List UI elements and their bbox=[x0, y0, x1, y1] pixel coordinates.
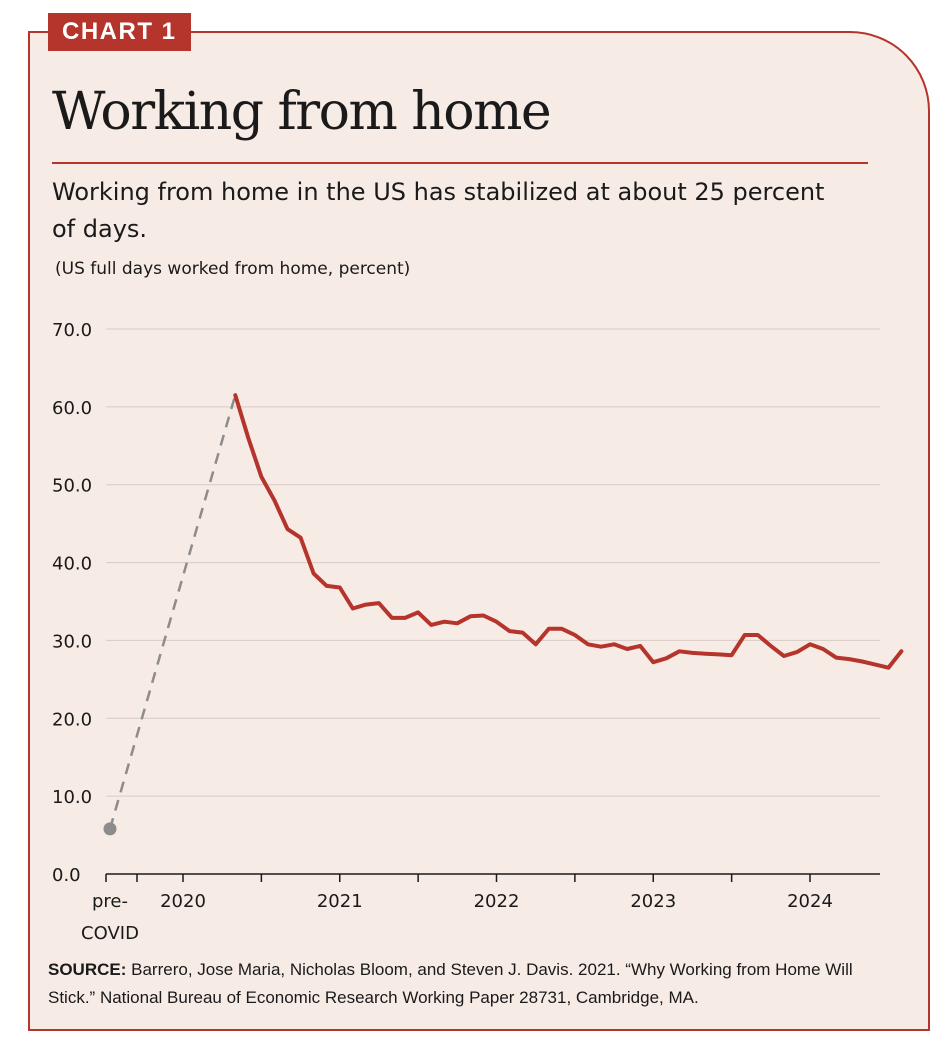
pre-covid-point bbox=[103, 822, 117, 836]
source-text: Barrero, Jose Maria, Nicholas Bloom, and… bbox=[48, 960, 853, 1007]
y-tick-label: 20.0 bbox=[52, 709, 92, 730]
chart-subtitle: Working from home in the US has stabiliz… bbox=[52, 178, 825, 243]
y-tick-label: 10.0 bbox=[52, 787, 92, 808]
chart-panel bbox=[28, 31, 930, 1031]
y-tick-label: 50.0 bbox=[52, 476, 92, 497]
x-tick-label: 2023 bbox=[630, 891, 676, 912]
x-tick-label: COVID bbox=[81, 923, 139, 944]
x-tick-label: 2022 bbox=[474, 891, 520, 912]
pre-covid-connector bbox=[108, 394, 237, 830]
y-tick-label: 70.0 bbox=[52, 320, 92, 341]
source-note: SOURCE: Barrero, Jose Maria, Nicholas Bl… bbox=[48, 956, 898, 1012]
units-note: (US full days worked from home, percent) bbox=[55, 259, 411, 279]
title-divider bbox=[52, 162, 868, 164]
wfh-series-line bbox=[233, 393, 904, 670]
y-tick-label: 0.0 bbox=[52, 865, 81, 886]
y-tick-label: 60.0 bbox=[52, 398, 92, 419]
source-label: SOURCE: bbox=[48, 960, 127, 979]
x-tick-label: pre- bbox=[92, 891, 128, 912]
x-tick-label: 2020 bbox=[160, 891, 206, 912]
y-tick-label: 40.0 bbox=[52, 554, 92, 575]
x-tick-label: 2024 bbox=[787, 891, 833, 912]
y-tick-label: 30.0 bbox=[52, 631, 92, 652]
x-tick-label: 2021 bbox=[317, 891, 363, 912]
chart-badge: CHART 1 bbox=[48, 13, 191, 51]
chart-title: Working from home bbox=[52, 82, 552, 142]
